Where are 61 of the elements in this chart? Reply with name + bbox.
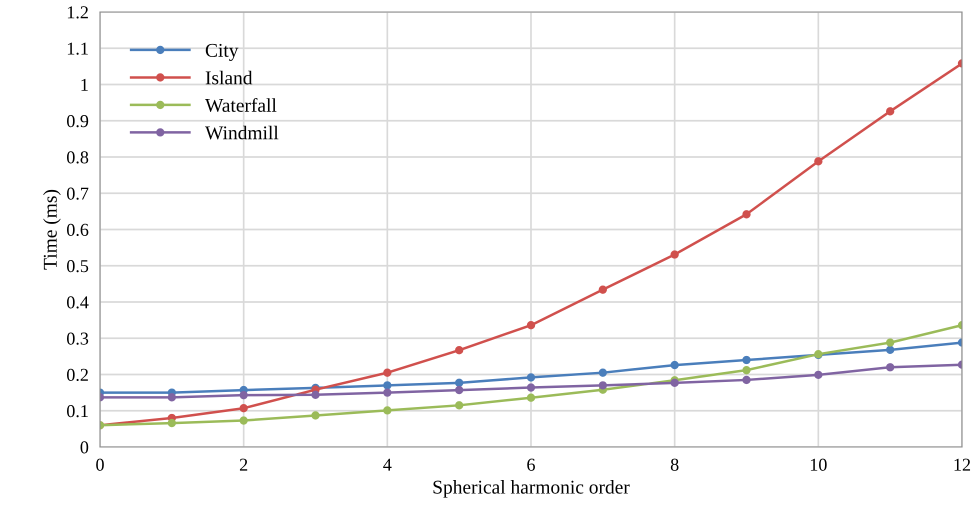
point (455, 401, 464, 410)
point (383, 381, 392, 390)
x-tick-label: 10 (810, 458, 827, 471)
x-tick-label: 8 (670, 458, 678, 471)
x-tick-label: 4 (383, 458, 392, 471)
point (670, 378, 679, 388)
legend-label: City (206, 44, 238, 61)
x-axis-title: Spherical harmonic order (433, 480, 630, 498)
y-tick-label: 1.2 (68, 6, 88, 19)
y-tick-label: 0.7 (67, 188, 88, 200)
point (240, 390, 248, 400)
point (742, 376, 751, 384)
point (670, 360, 679, 370)
point (886, 107, 894, 116)
x-tick-label: 6 (527, 458, 535, 471)
y-tick-label: 0.5 (67, 260, 88, 272)
y-tick-label: 0.4 (67, 296, 89, 309)
point (886, 363, 894, 372)
point (240, 416, 248, 425)
point (526, 321, 536, 330)
legend-label: Windmill (205, 126, 278, 140)
point (311, 411, 320, 420)
y-axis-title: Time (ms) (43, 190, 61, 270)
point (742, 210, 751, 218)
point (742, 356, 751, 364)
point (168, 418, 176, 428)
y-tick-label: 0.1 (67, 405, 88, 418)
point (742, 366, 751, 374)
y-tick-label: 0.3 (67, 332, 88, 345)
point (814, 157, 822, 166)
y-tick-label: 0.2 (67, 368, 88, 382)
point (455, 386, 464, 394)
point (886, 346, 894, 354)
y-tick-label: 0.9 (67, 115, 88, 128)
point (311, 390, 320, 399)
point (598, 381, 607, 390)
point (383, 406, 392, 415)
point (670, 250, 679, 259)
point (168, 393, 176, 402)
x-tick-label: 0 (96, 458, 104, 471)
y-tick-label: 0.6 (67, 224, 88, 236)
x-tick-label: 12 (954, 458, 970, 471)
point (455, 378, 464, 388)
point (383, 388, 392, 397)
point (598, 368, 607, 377)
point (598, 286, 607, 294)
x-tick-label: 2 (240, 458, 248, 471)
legend-label: Waterfall (205, 98, 276, 112)
y-tick-label: 1 (81, 78, 88, 91)
point (526, 373, 536, 382)
legend-label: Island (206, 70, 252, 84)
point (383, 368, 392, 377)
point (526, 394, 536, 402)
point (886, 338, 894, 347)
y-tick-label: 0 (80, 441, 88, 454)
point (526, 383, 536, 392)
y-tick-label: 0.8 (67, 151, 88, 164)
point (455, 346, 464, 354)
point (814, 370, 822, 380)
y-tick-label: 1.1 (68, 42, 88, 55)
point (240, 404, 248, 412)
